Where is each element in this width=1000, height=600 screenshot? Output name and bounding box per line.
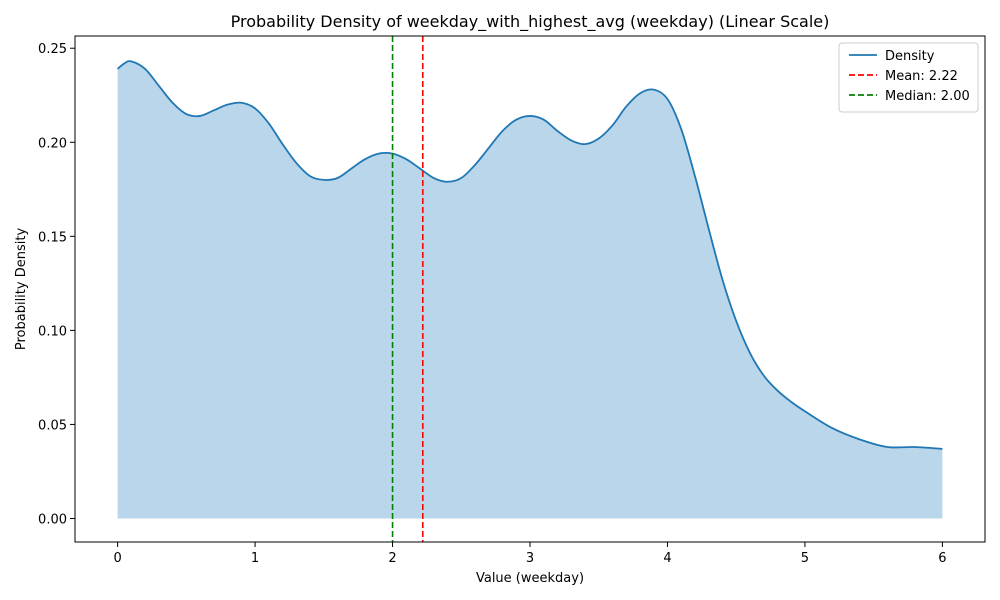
legend-mean-label: Mean: 2.22 — [885, 69, 958, 84]
y-axis-label: Probability Density — [14, 228, 29, 351]
y-tick-label: 0.10 — [38, 324, 67, 339]
x-tick-label: 3 — [526, 551, 534, 566]
y-tick-label: 0.25 — [38, 42, 67, 57]
density-area-fill — [117, 61, 943, 519]
x-tick-label: 2 — [388, 551, 396, 566]
chart-title: Probability Density of weekday_with_high… — [231, 12, 830, 32]
legend-box — [838, 42, 979, 113]
y-axis: 0.00 0.05 0.10 0.15 0.20 0.25 — [38, 42, 75, 527]
x-axis: 0 1 2 3 4 5 6 — [113, 542, 947, 566]
y-tick-label: 0.15 — [38, 230, 67, 245]
plot-area — [117, 36, 943, 542]
x-tick-label: 1 — [251, 551, 259, 566]
y-tick-label: 0.00 — [38, 512, 67, 527]
y-tick-label: 0.20 — [38, 136, 67, 151]
y-tick-label: 0.05 — [38, 418, 67, 433]
x-tick-label: 6 — [938, 551, 946, 566]
x-tick-label: 4 — [663, 551, 671, 566]
x-tick-label: 5 — [801, 551, 809, 566]
legend: Density Mean: 2.22 Median: 2.00 — [838, 42, 979, 113]
x-tick-label: 0 — [113, 551, 121, 566]
x-axis-label: Value (weekday) — [476, 571, 584, 586]
legend-median-label: Median: 2.00 — [885, 89, 970, 104]
density-line — [117, 60, 943, 450]
legend-density-label: Density — [885, 49, 935, 64]
